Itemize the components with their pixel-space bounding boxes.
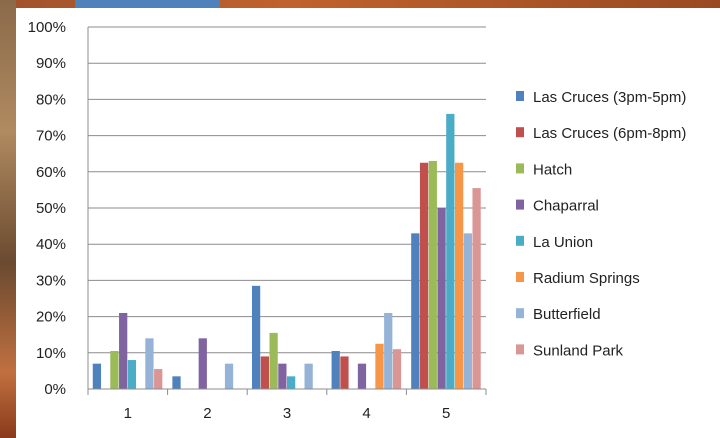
bar <box>198 338 207 389</box>
bar <box>463 233 472 389</box>
legend-swatch <box>516 308 524 319</box>
background-blue-strip <box>75 0 220 8</box>
x-tick-label: 5 <box>442 405 450 422</box>
bar <box>278 363 287 389</box>
axes <box>87 27 487 395</box>
bars <box>92 113 481 389</box>
background-top-strip <box>0 0 720 10</box>
y-tick-label: 20% <box>36 309 66 326</box>
y-tick-label: 100% <box>28 19 66 36</box>
bar <box>172 376 181 389</box>
x-tick-label: 2 <box>203 405 211 422</box>
bar <box>384 312 393 389</box>
bar <box>287 376 296 389</box>
legend-label: Sunland Park <box>533 342 624 359</box>
y-tick-label: 30% <box>36 272 66 289</box>
y-tick-label: 0% <box>44 381 66 398</box>
bar <box>437 208 446 389</box>
bar <box>110 350 119 389</box>
legend: Las Cruces (3pm-5pm) Las Cruces (6pm-8pm)… <box>516 89 686 359</box>
y-tick-label: 70% <box>36 128 66 145</box>
legend-label: Hatch <box>533 161 572 178</box>
bar <box>392 349 402 389</box>
bar <box>446 113 455 389</box>
legend-label: Chaparral <box>533 198 599 215</box>
y-tick-label: 10% <box>36 345 66 362</box>
y-tick-label: 60% <box>36 164 66 181</box>
legend-label: Radium Springs <box>533 270 640 287</box>
bar <box>375 343 384 389</box>
y-tick-label: 50% <box>36 200 66 217</box>
legend-swatch <box>516 235 524 246</box>
x-tick-label: 4 <box>362 405 370 422</box>
legend-swatch <box>516 91 524 101</box>
x-tick-label: 3 <box>283 405 291 422</box>
legend-label: Las Cruces (6pm-8pm) <box>533 125 686 142</box>
bar <box>419 162 429 389</box>
legend-label: Butterfield <box>533 306 601 323</box>
y-tick-label: 40% <box>36 236 66 253</box>
bar <box>331 350 340 389</box>
bar <box>454 162 464 389</box>
bar <box>304 363 313 389</box>
y-tick-label: 90% <box>36 55 66 72</box>
bar <box>224 363 234 389</box>
y-tick-labels: 0% 10% 20% 30% 40% 50% 60% 70% 80% 90% 100% <box>28 19 66 398</box>
bar <box>92 363 102 389</box>
bar <box>251 285 261 389</box>
gridlines <box>88 26 486 354</box>
bar <box>357 363 367 389</box>
bar <box>119 312 128 389</box>
bar <box>472 188 481 389</box>
y-tick-label: 80% <box>36 91 66 108</box>
bar <box>428 160 437 389</box>
legend-swatch <box>516 199 524 210</box>
bar <box>269 332 278 389</box>
x-tick-label: 1 <box>124 405 132 422</box>
legend-swatch <box>516 127 524 138</box>
legend-label: Las Cruces (3pm-5pm) <box>533 89 686 106</box>
bar <box>260 356 269 389</box>
bar <box>340 356 349 389</box>
legend-label: La Union <box>533 234 593 251</box>
legend-swatch <box>516 344 524 355</box>
bar <box>127 360 137 389</box>
bar <box>145 338 154 389</box>
background-left-photo <box>0 0 16 438</box>
legend-swatch <box>516 163 524 174</box>
bar <box>154 369 163 389</box>
legend-swatch <box>516 272 524 282</box>
x-tick-labels: 1 2 3 4 5 <box>124 405 451 422</box>
bar <box>411 233 420 389</box>
